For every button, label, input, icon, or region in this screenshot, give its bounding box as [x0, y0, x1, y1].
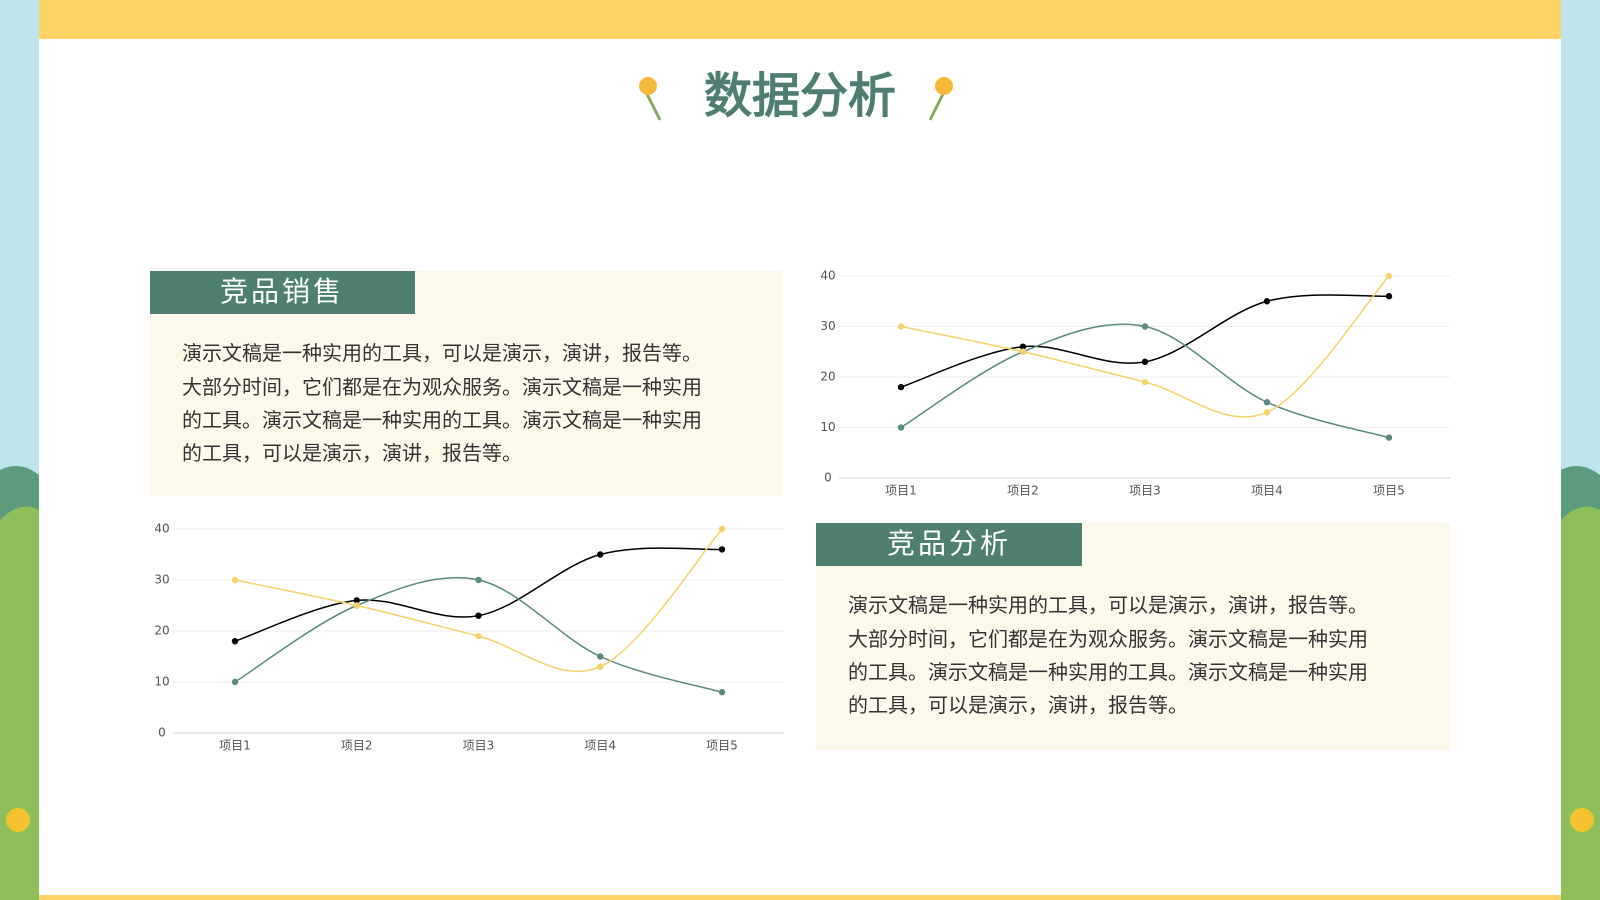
- point: [597, 663, 604, 670]
- point: [231, 576, 239, 584]
- x-tick-label: 项目4: [1251, 484, 1283, 498]
- point: [897, 383, 905, 391]
- panel-header: [816, 523, 1082, 566]
- paragraph-line: 的工具，可以是演示，演讲，报告等。: [182, 441, 522, 465]
- point: [1385, 293, 1393, 300]
- point: [1141, 378, 1149, 386]
- panel-header: [150, 271, 415, 314]
- x-tick-label: 项目2: [1007, 484, 1039, 498]
- flower: [1570, 808, 1594, 832]
- paragraph-line: 大部分时间，它们都是在为观众服务。演示文稿是一种实用: [182, 375, 702, 399]
- x-tick-label: 项目4: [584, 739, 616, 753]
- point: [718, 525, 726, 533]
- point: [1263, 409, 1271, 416]
- paragraph-line: 的工具。演示文稿是一种实用的工具。演示文稿是一种实用: [182, 408, 702, 432]
- point: [231, 638, 239, 645]
- panel-heading: 竞品销售: [220, 275, 344, 308]
- x-tick-label: 项目1: [885, 484, 917, 498]
- x-tick-label: 项目1: [219, 739, 251, 753]
- point: [597, 653, 604, 660]
- flower: [6, 808, 30, 832]
- point: [1263, 399, 1271, 406]
- paragraph-line: 演示文稿是一种实用的工具，可以是演示，演讲，报告等。: [848, 593, 1368, 617]
- paragraph-line: 的工具，可以是演示，演讲，报告等。: [848, 693, 1188, 717]
- y-tick-label: 0: [824, 471, 832, 485]
- y-tick-label: 20: [154, 624, 169, 638]
- point: [231, 678, 239, 686]
- point: [475, 612, 482, 619]
- slide-title: 数据分析: [704, 68, 896, 124]
- point: [353, 602, 360, 609]
- point: [1141, 358, 1149, 366]
- x-tick-label: 项目5: [706, 739, 738, 753]
- y-tick-label: 0: [158, 726, 166, 740]
- hill: [1561, 506, 1600, 900]
- paragraph-line: 大部分时间，它们都是在为观众服务。演示文稿是一种实用: [848, 627, 1368, 651]
- point: [1019, 348, 1027, 355]
- point: [475, 632, 482, 640]
- y-tick-label: 40: [820, 269, 835, 283]
- point: [475, 576, 482, 584]
- point: [718, 546, 726, 553]
- point: [597, 551, 604, 558]
- y-tick-label: 10: [154, 675, 169, 689]
- y-tick-label: 40: [154, 522, 169, 536]
- point: [1019, 343, 1027, 350]
- y-tick-label: 10: [820, 420, 835, 434]
- y-tick-label: 20: [820, 370, 835, 384]
- y-tick-label: 30: [154, 573, 169, 587]
- hill: [0, 506, 39, 900]
- x-tick-label: 项目2: [341, 739, 373, 753]
- x-tick-label: 项目3: [1129, 484, 1161, 498]
- x-tick-label: 项目5: [1373, 484, 1405, 498]
- top-bar: [39, 0, 1561, 39]
- point: [897, 424, 905, 431]
- paragraph-line: 演示文稿是一种实用的工具，可以是演示，演讲，报告等。: [182, 341, 702, 365]
- panel-heading: 竞品分析: [887, 527, 1011, 560]
- point: [1263, 298, 1271, 305]
- point: [1385, 434, 1393, 441]
- title-flower: [639, 77, 953, 121]
- y-tick-label: 30: [820, 319, 835, 333]
- bottom-bar: [39, 895, 1561, 900]
- point: [718, 689, 726, 696]
- point: [353, 597, 360, 604]
- point: [1385, 272, 1393, 280]
- paragraph-line: 的工具。演示文稿是一种实用的工具。演示文稿是一种实用: [848, 660, 1368, 684]
- point: [1141, 323, 1149, 330]
- x-tick-label: 项目3: [463, 739, 495, 753]
- point: [897, 323, 905, 330]
